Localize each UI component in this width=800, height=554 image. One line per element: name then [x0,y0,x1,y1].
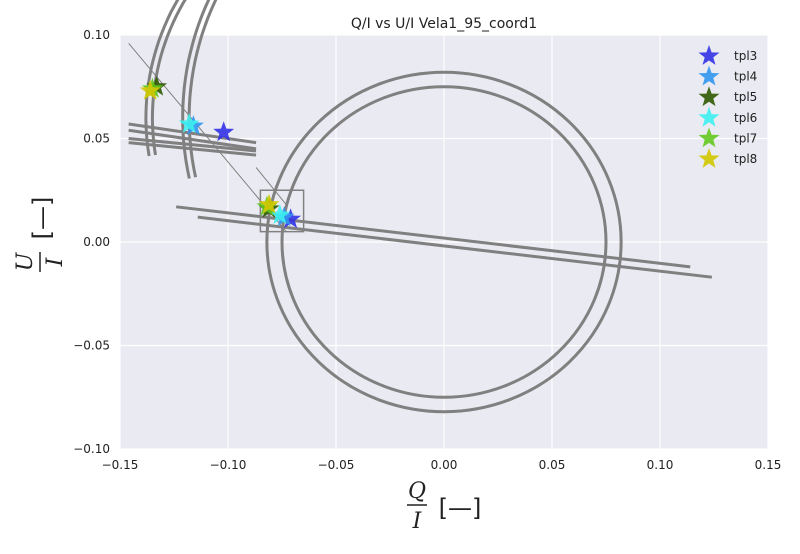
point-tpl8 [258,193,280,214]
x-tick-label: −0.15 [102,458,139,472]
grid-lines [119,34,769,450]
reference-line [128,122,257,145]
x-tick-label: −0.10 [210,458,247,472]
legend-label-tpl8: tpl8 [734,152,757,166]
legend-marker-tpl6 [698,106,720,127]
point-tpl8 [139,79,161,100]
legend-marker-tpl3 [698,45,720,65]
x-tick-label: 0.15 [755,458,782,472]
legend-label-tpl4: tpl4 [734,70,757,84]
reference-arc [144,0,180,157]
legend-label-tpl6: tpl6 [734,111,757,125]
legend-label-tpl7: tpl7 [734,131,757,145]
legend-label-tpl3: tpl3 [734,49,757,63]
y-axis-label: U I [—] [13,197,68,272]
y-label-unit: [—] [28,197,56,240]
x-tick-label: 0.10 [647,458,674,472]
y-tick-label: −0.05 [73,339,110,353]
reference-circle [265,70,623,414]
reference-arc [150,0,187,156]
reference-arc [181,0,211,179]
legend-marker-tpl7 [698,127,720,148]
reference-line [128,128,257,151]
legend-marker-tpl8 [698,148,720,168]
reference-line [128,137,257,153]
chart-title: Q/I vs U/I Vela1_95_coord1 [351,16,537,32]
point-tpl3 [213,121,235,142]
y-label-numerator: U [13,251,38,271]
y-axis-ticks: −0.10 −0.05 0.00 0.05 0.10 [73,28,110,456]
x-tick-label: 0.05 [539,458,566,472]
legend-marker-tpl5 [698,86,720,107]
x-label-unit: [—] [439,494,482,522]
point-tpl6 [178,113,200,133]
x-tick-label: −0.05 [318,458,355,472]
x-axis-label: Q I [—] [407,479,481,534]
reference-line [255,167,287,206]
legend: tpl3 tpl4 tpl5 tpl6 tpl7 tpl8 [698,45,757,168]
x-label-numerator: Q [408,479,426,504]
y-tick-label: 0.00 [83,235,110,249]
x-tick-label: 0.00 [431,458,458,472]
reference-line [197,215,713,279]
data-points [139,75,302,229]
y-tick-label: 0.10 [83,28,110,42]
point-tpl6 [269,204,291,224]
point-tpl3 [280,208,302,229]
zoom-box [259,189,305,233]
reference-circle [280,85,608,399]
reference-shapes [128,0,713,414]
legend-label-tpl5: tpl5 [734,90,757,104]
y-label-denominator: I [43,256,68,267]
x-axis-ticks: −0.15 −0.10 −0.05 0.00 0.05 0.10 0.15 [102,458,782,472]
y-tick-label: 0.05 [83,132,110,146]
x-label-denominator: I [412,509,423,534]
y-tick-label: −0.10 [73,442,110,456]
reference-line [175,205,691,269]
legend-marker-tpl4 [698,65,720,86]
